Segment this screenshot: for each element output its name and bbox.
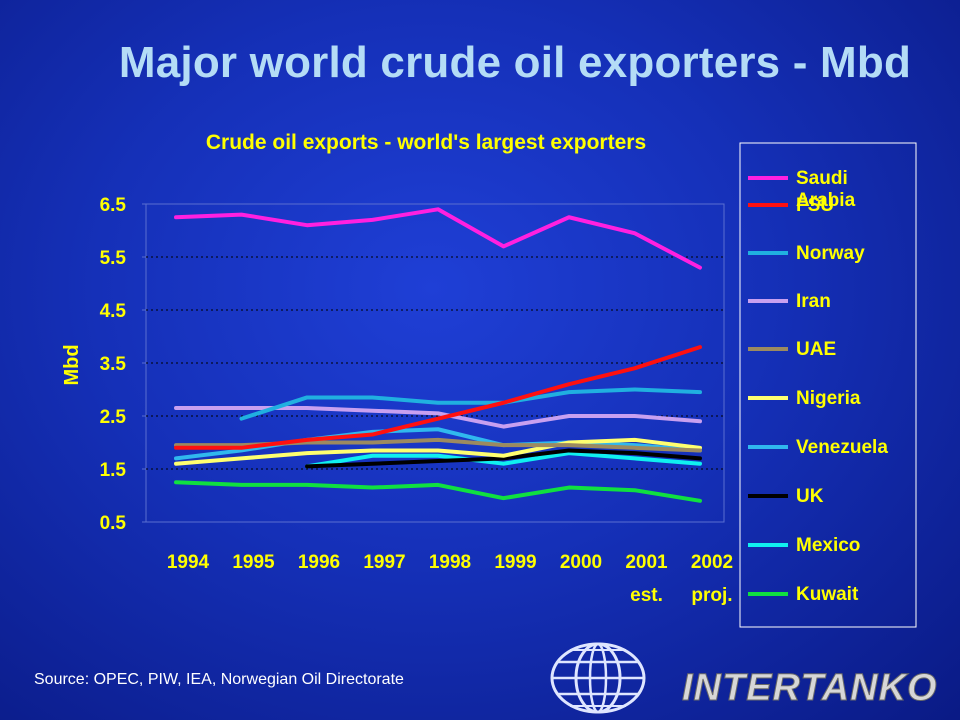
- x-tick-label: 1998: [429, 552, 471, 573]
- x-tick-label: 2000: [560, 552, 602, 573]
- legend-item-uae: UAE: [748, 339, 836, 360]
- legend-label: UK: [796, 486, 824, 507]
- y-axis-label: Mbd: [61, 344, 83, 385]
- legend-box: [739, 142, 917, 628]
- y-tick-label: 5.5: [100, 248, 127, 269]
- legend-item-venezuela: Venezuela: [748, 437, 888, 458]
- series-lines: [174, 207, 702, 503]
- x-tick-label: 1994: [167, 552, 210, 573]
- y-tick-label: 1.5: [100, 460, 127, 481]
- legend-label: Norway: [796, 243, 865, 264]
- x-tick-label: 1995: [232, 552, 275, 573]
- x-tick-sublabel: proj.: [691, 585, 732, 606]
- legend-label: Kuwait: [796, 584, 859, 605]
- series-line-fsu: [174, 345, 702, 450]
- logo-text: INTERTANKO: [682, 667, 938, 709]
- y-tick-label: 0.5: [100, 513, 127, 534]
- intertanko-logo: INTERTANKO: [550, 642, 938, 714]
- legend-item-mexico: Mexico: [748, 535, 860, 556]
- legend-item-iran: Iran: [748, 291, 831, 312]
- legend-item-norway: Norway: [748, 243, 865, 264]
- legend-label: Mexico: [796, 535, 860, 556]
- slide-title: Major world crude oil exporters - Mbd: [118, 38, 912, 87]
- y-tick-label: 6.5: [100, 195, 127, 216]
- series-line-mexico: [305, 451, 702, 469]
- legend-label: Saudi Arabia: [796, 168, 856, 211]
- source-note: Source: OPEC, PIW, IEA, Norwegian Oil Di…: [34, 671, 404, 688]
- chart-title: Crude oil exports - world's largest expo…: [206, 131, 646, 154]
- legend-item-kuwait: Kuwait: [748, 584, 859, 605]
- series-line-norway: [239, 387, 702, 421]
- y-tick-label: 3.5: [100, 354, 127, 375]
- x-tick-label: 1999: [494, 552, 536, 573]
- x-tick-label: 1997: [363, 552, 405, 573]
- legend-item-saudi-arabia: Saudi Arabia: [748, 168, 856, 211]
- grid-lines: [146, 256, 724, 470]
- x-tick-label: 1996: [298, 552, 340, 573]
- y-axis-ticks: 6.5 5.5 4.5 3.5 2.5 1.5 0.5: [100, 195, 146, 534]
- series-line-uk: [305, 448, 702, 469]
- y-tick-label: 2.5: [100, 407, 127, 428]
- legend-label: Iran: [796, 291, 831, 312]
- x-tick-sublabel: est.: [630, 585, 663, 606]
- legend-label: Venezuela: [796, 437, 888, 458]
- legend-label: UAE: [796, 339, 836, 360]
- series-line-iran: [174, 406, 702, 429]
- x-axis-ticks: 1994 1995 1996 1997 1998 1999 2000 2001 est. 2002…: [167, 552, 733, 606]
- globe-icon: [550, 642, 646, 714]
- x-tick-label: 2001: [625, 552, 668, 573]
- legend-item-uk: UK: [748, 486, 824, 507]
- legend-label: Nigeria: [796, 388, 861, 409]
- legend-item-nigeria: Nigeria: [748, 388, 861, 409]
- series-line-saudi-arabia: [174, 207, 702, 270]
- series-line-kuwait: [174, 480, 702, 503]
- y-tick-label: 4.5: [100, 301, 127, 322]
- series-line-nigeria: [174, 437, 702, 466]
- legend-label: FSU: [796, 195, 834, 216]
- legend-item-fsu: FSU: [748, 195, 834, 216]
- x-tick-label: 2002: [691, 552, 733, 573]
